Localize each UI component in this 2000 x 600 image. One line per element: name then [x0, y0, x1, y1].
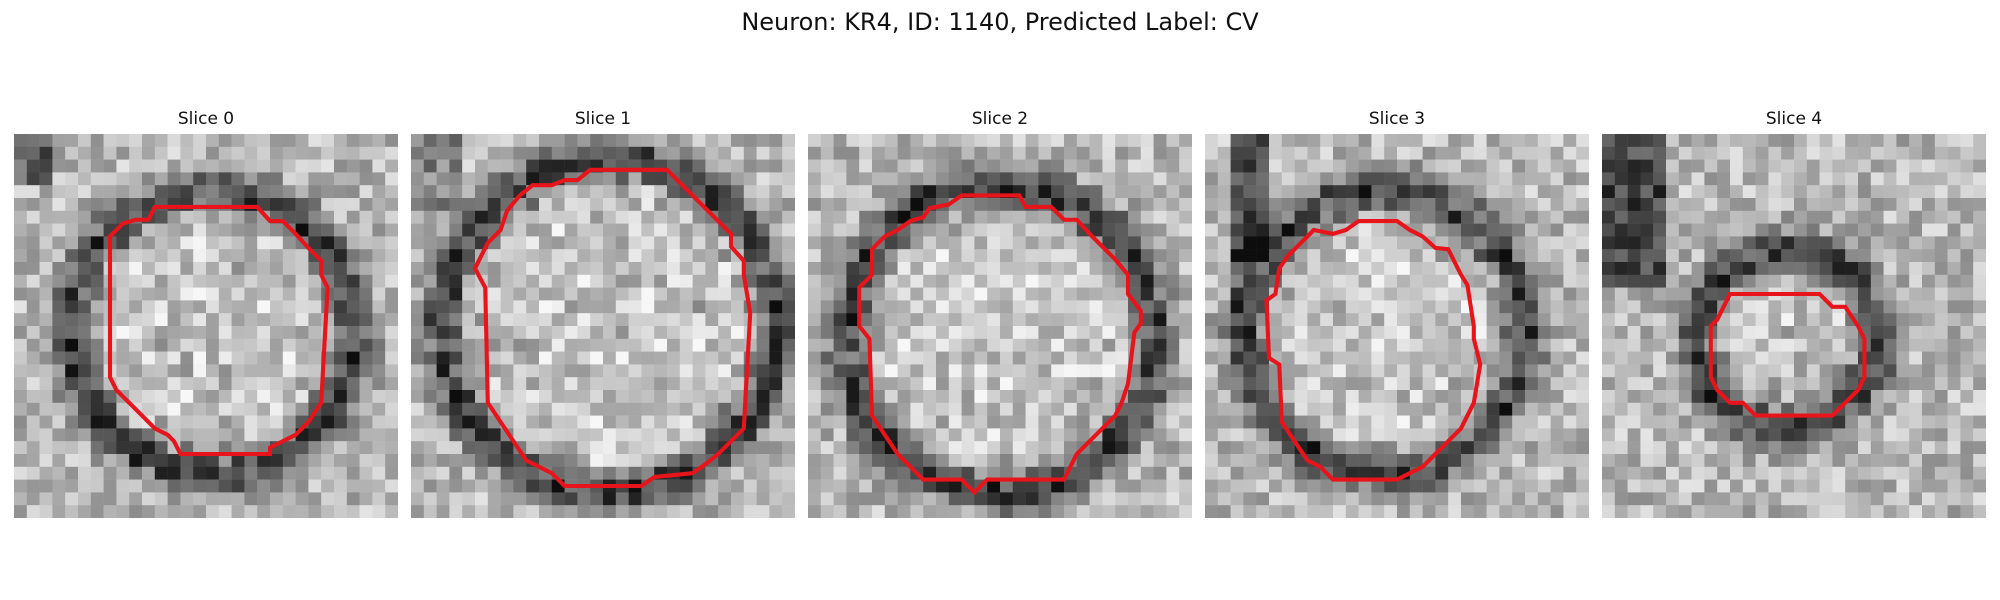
roi-contour	[472, 167, 753, 489]
roi-contour	[1264, 218, 1483, 482]
roi-contour	[1708, 291, 1867, 418]
slice-image-4	[1602, 134, 1986, 518]
grayscale-patch	[411, 134, 795, 518]
slice-panel-1: Slice 1	[411, 108, 795, 528]
grayscale-patch	[1602, 134, 1986, 518]
grayscale-patch	[14, 134, 398, 518]
slice-title-3: Slice 3	[1368, 109, 1426, 129]
slice-panels: Slice 0 Slice 1 Slice 2 Slice 3 Slice 4	[14, 108, 1986, 528]
slice-title-2: Slice 2	[971, 109, 1029, 129]
slice-panel-4: Slice 4	[1602, 108, 1986, 528]
slice-image-2	[808, 134, 1192, 518]
figure-title: Neuron: KR4, ID: 1140, Predicted Label: …	[741, 8, 1259, 36]
roi-contour	[857, 193, 1143, 496]
slice-image-1	[411, 134, 795, 518]
slice-panel-3: Slice 3	[1205, 108, 1589, 528]
grayscale-patch	[1205, 134, 1589, 518]
grayscale-patch	[808, 134, 1192, 518]
slice-title-4: Slice 4	[1765, 109, 1823, 129]
slice-panel-2: Slice 2	[808, 108, 1192, 528]
slice-title-0: Slice 0	[177, 109, 235, 129]
slice-image-3	[1205, 134, 1589, 518]
roi-contour	[107, 204, 330, 457]
slice-panel-0: Slice 0	[14, 108, 398, 528]
slice-image-0	[14, 134, 398, 518]
slice-title-1: Slice 1	[574, 109, 632, 129]
